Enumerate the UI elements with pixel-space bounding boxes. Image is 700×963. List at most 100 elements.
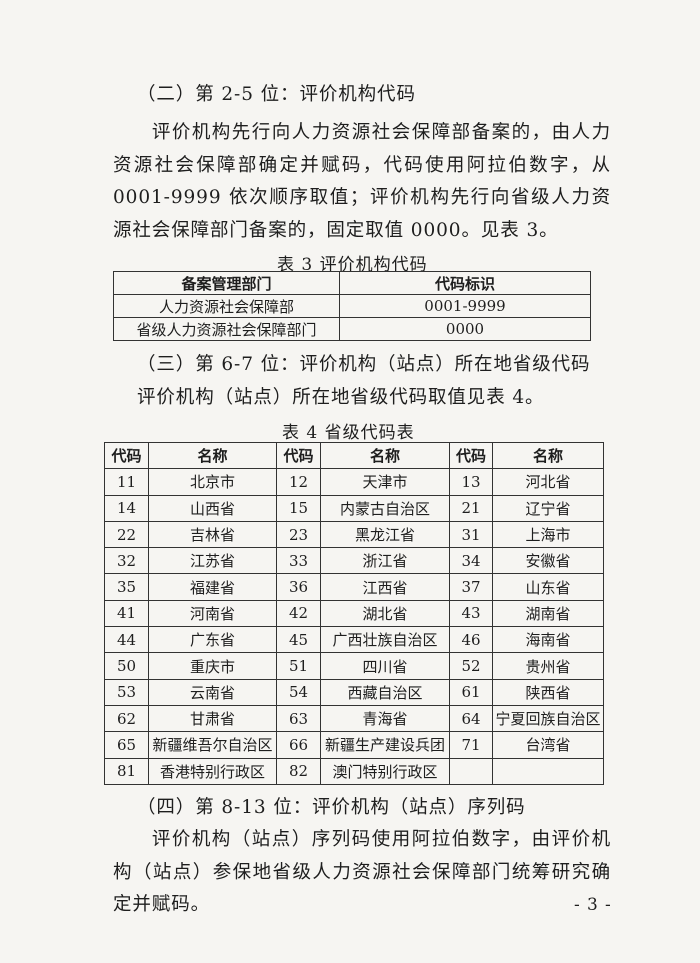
province-name-cell: 陕西省: [492, 678, 604, 706]
province-name-cell: 江西省: [320, 573, 450, 601]
province-name-cell: 湖北省: [320, 599, 450, 628]
province-code-cell: 45: [276, 626, 321, 654]
province-code-cell: 81: [104, 757, 149, 785]
province-name-cell: 黑龙江省: [320, 520, 450, 549]
province-name-cell: 台湾省: [492, 731, 604, 759]
section-4-heading: （四）第 8-13 位：评价机构（站点）序列码: [137, 797, 526, 818]
table-row: 人力资源社会保障部 0001-9999: [113, 294, 591, 318]
province-name-cell: 浙江省: [320, 547, 450, 575]
province-code-cell: 43: [449, 599, 493, 628]
section-2-heading: （二）第 2-5 位：评价机构代码: [137, 84, 416, 105]
province-code-cell: 61: [449, 678, 493, 706]
province-code-cell: 14: [104, 494, 149, 522]
table-row: 22 吉林省 23 黑龙江省 31 上海市: [104, 520, 604, 549]
province-code-cell: 51: [276, 652, 321, 680]
column-header: 名称: [148, 441, 277, 470]
province-code-cell: 41: [104, 599, 149, 628]
province-name-cell: 江苏省: [148, 547, 277, 575]
province-name-cell: 澳门特别行政区: [320, 757, 450, 785]
province-name-cell: 青海省: [320, 704, 450, 733]
province-code-cell: 46: [449, 626, 493, 654]
province-name-cell: 山东省: [492, 573, 604, 601]
province-code-cell: 65: [104, 731, 149, 759]
province-name-cell: 西藏自治区: [320, 678, 450, 706]
province-name-cell: 安徽省: [492, 547, 604, 575]
section-4-body: 评价机构（站点）序列码使用阿拉伯数字，由评价机构（站点）参保地省级人力资源社会保…: [113, 829, 611, 915]
province-name-cell: 贵州省: [492, 652, 604, 680]
province-code-cell: 32: [104, 547, 149, 575]
province-code-cell: 42: [276, 599, 321, 628]
table-header-row: 备案管理部门 代码标识: [113, 271, 591, 295]
table-row: 44 广东省 45 广西壮族自治区 46 海南省: [104, 626, 604, 654]
province-name-cell: 甘肃省: [148, 704, 277, 733]
table-row: 41 河南省 42 湖北省 43 湖南省: [104, 599, 604, 628]
section-2-body: 评价机构先行向人力资源社会保障部备案的，由人力资源社会保障部确定并赋码，代码使用…: [113, 122, 611, 241]
section-3-body: 评价机构（站点）所在地省级代码取值见表 4。: [137, 387, 545, 408]
province-name-cell: 宁夏回族自治区: [492, 704, 604, 733]
table-row: 14 山西省 15 内蒙古自治区 21 辽宁省: [104, 494, 604, 522]
province-code-cell: 44: [104, 626, 149, 654]
province-code-cell: 15: [276, 494, 321, 522]
province-name-cell: 天津市: [320, 468, 450, 496]
province-code-cell: 31: [449, 520, 493, 549]
table-cell: 0001-9999: [339, 294, 591, 318]
province-name-cell: 内蒙古自治区: [320, 494, 450, 522]
province-name-cell: 重庆市: [148, 652, 277, 680]
province-code-cell: 12: [276, 468, 321, 496]
province-code-cell: 23: [276, 520, 321, 549]
province-code-cell: [449, 757, 493, 785]
column-header: 代码: [104, 441, 149, 470]
province-name-cell: 新疆维吾尔自治区: [148, 731, 277, 759]
province-code-cell: 35: [104, 573, 149, 601]
province-name-cell: 上海市: [492, 520, 604, 549]
province-name-cell: 福建省: [148, 573, 277, 601]
province-name-cell: 山西省: [148, 494, 277, 522]
table-cell: 0000: [339, 317, 591, 341]
province-code-cell: 11: [104, 468, 149, 496]
province-name-cell: 广东省: [148, 626, 277, 654]
column-header: 名称: [320, 441, 450, 470]
province-name-cell: 广西壮族自治区: [320, 626, 450, 654]
table-row: 53 云南省 54 西藏自治区 61 陕西省: [104, 678, 604, 706]
province-code-cell: 53: [104, 678, 149, 706]
province-name-cell: 河北省: [492, 468, 604, 496]
table-cell: 省级人力资源社会保障部门: [113, 317, 340, 341]
province-name-cell: 海南省: [492, 626, 604, 654]
province-name-cell: 四川省: [320, 652, 450, 680]
section-3-heading: （三）第 6-7 位：评价机构（站点）所在地省级代码: [137, 354, 591, 375]
province-name-cell: 北京市: [148, 468, 277, 496]
column-header: 代码标识: [339, 271, 591, 295]
table-cell: 人力资源社会保障部: [113, 294, 340, 318]
table-row: 11 北京市 12 天津市 13 河北省: [104, 468, 604, 496]
table-header-row: 代码 名称 代码 名称 代码 名称: [104, 441, 604, 470]
province-code-cell: 63: [276, 704, 321, 733]
province-code-cell: 66: [276, 731, 321, 759]
province-code-cell: 36: [276, 573, 321, 601]
province-code-cell: 22: [104, 520, 149, 549]
province-code-cell: 62: [104, 704, 149, 733]
table-row: 35 福建省 36 江西省 37 山东省: [104, 573, 604, 601]
table-row: 省级人力资源社会保障部门 0000: [113, 317, 591, 341]
province-code-cell: 52: [449, 652, 493, 680]
province-name-cell: [492, 757, 604, 785]
table-4-caption: 表 4 省级代码表: [282, 423, 415, 443]
page-number: - 3 -: [574, 895, 612, 915]
province-code-cell: 13: [449, 468, 493, 496]
province-name-cell: 香港特别行政区: [148, 757, 277, 785]
province-name-cell: 云南省: [148, 678, 277, 706]
column-header: 备案管理部门: [113, 271, 340, 295]
province-name-cell: 湖南省: [492, 599, 604, 628]
province-code-cell: 37: [449, 573, 493, 601]
province-code-cell: 82: [276, 757, 321, 785]
table-row: 50 重庆市 51 四川省 52 贵州省: [104, 652, 604, 680]
table-row: 32 江苏省 33 浙江省 34 安徽省: [104, 547, 604, 575]
table-4: 代码 名称 代码 名称 代码 名称 11 北京市 12 天津市 13 河北省 14 山西省 15…: [104, 441, 604, 785]
province-code-cell: 64: [449, 704, 493, 733]
table-3-caption: 表 3 评价机构代码: [277, 255, 428, 275]
province-code-cell: 71: [449, 731, 493, 759]
table-3: 备案管理部门 代码标识 人力资源社会保障部 0001-9999 省级人力资源社会…: [113, 271, 591, 341]
province-code-cell: 50: [104, 652, 149, 680]
table-row: 62 甘肃省 63 青海省 64 宁夏回族自治区: [104, 704, 604, 733]
province-name-cell: 新疆生产建设兵团: [320, 731, 450, 759]
